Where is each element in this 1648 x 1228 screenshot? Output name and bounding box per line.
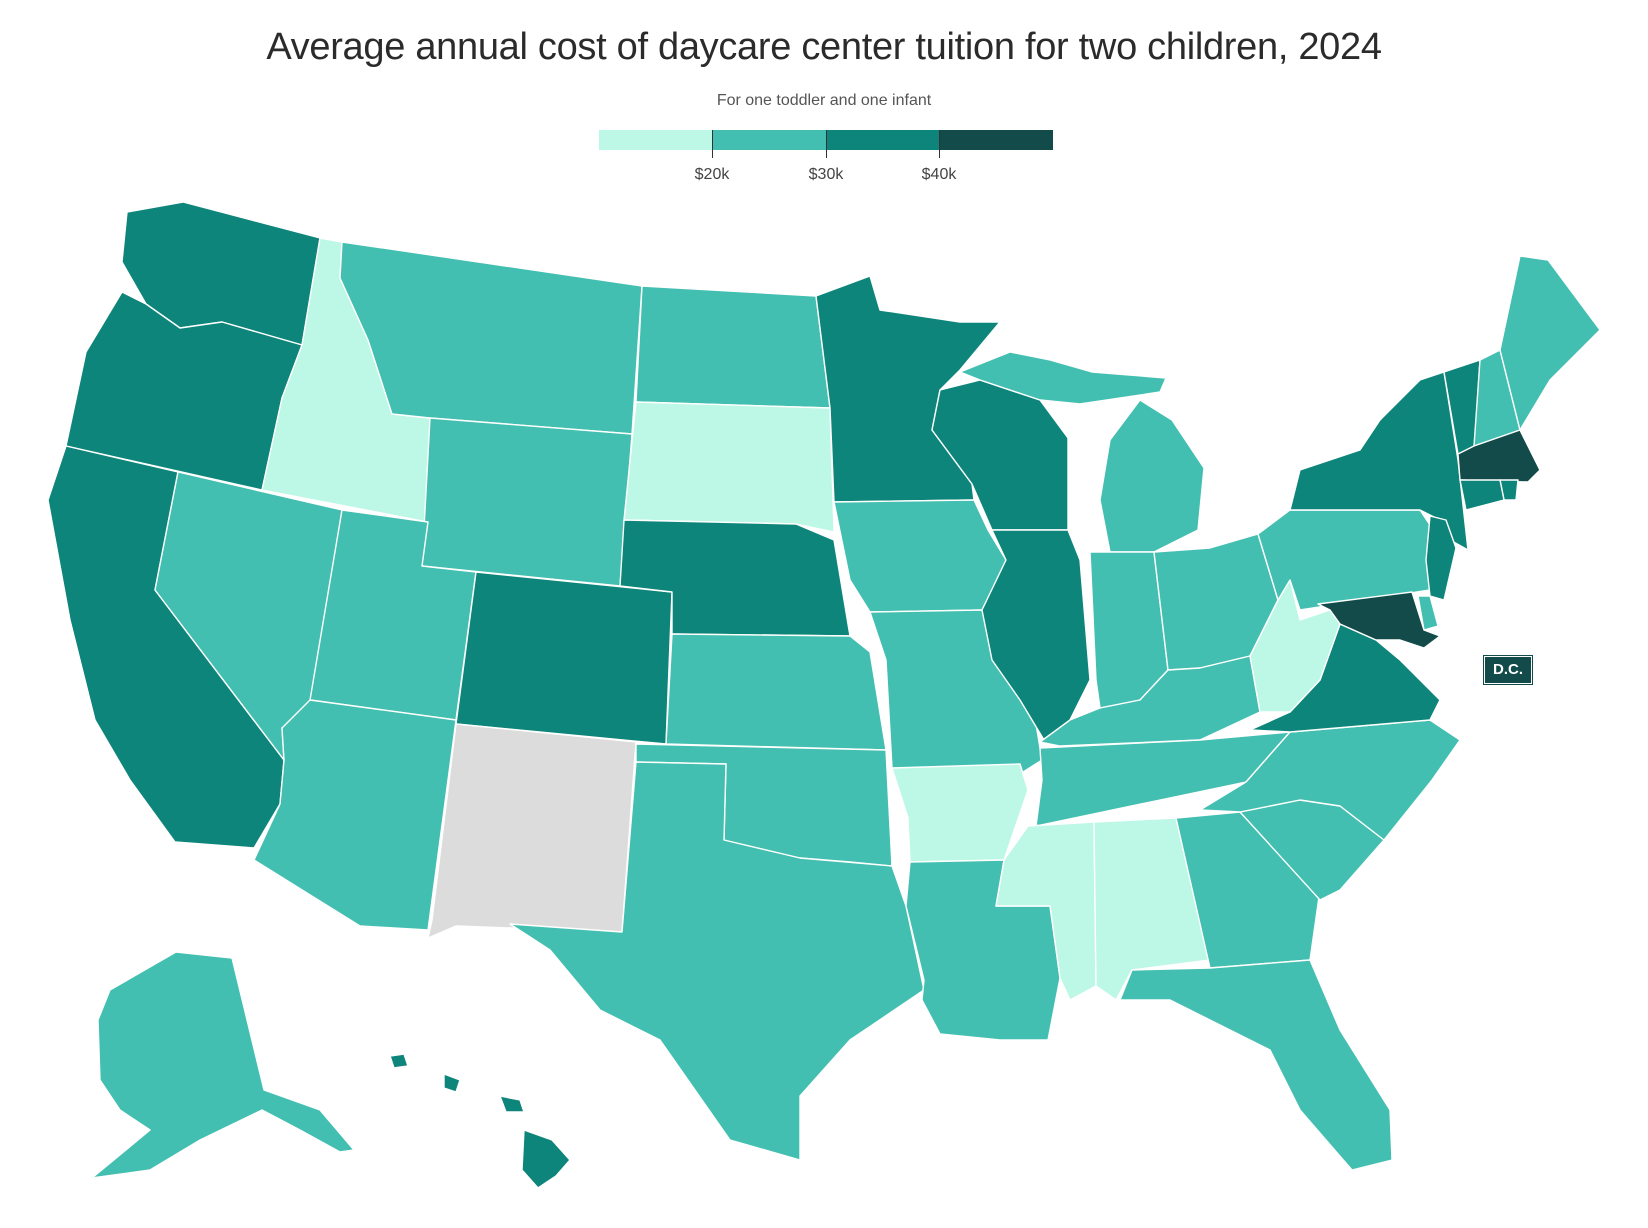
state-wyoming[interactable] bbox=[421, 417, 633, 587]
state-hawaii-oahu[interactable] bbox=[443, 1073, 461, 1093]
state-north-dakota[interactable] bbox=[635, 285, 831, 409]
state-maryland[interactable] bbox=[1317, 591, 1441, 649]
dc-label: D.C. bbox=[1484, 656, 1532, 684]
state-alaska[interactable] bbox=[91, 951, 355, 1179]
state-north-carolina[interactable] bbox=[1199, 719, 1461, 841]
color-legend: $20k $30k $40k bbox=[599, 130, 1053, 183]
legend-label-20k: $20k bbox=[694, 166, 730, 183]
state-hawaii-maui[interactable] bbox=[499, 1095, 525, 1113]
state-arizona[interactable] bbox=[253, 699, 457, 931]
legend-label-30k: $30k bbox=[808, 166, 844, 183]
state-hawaii-kauai[interactable] bbox=[389, 1053, 409, 1069]
state-new-jersey[interactable] bbox=[1425, 515, 1457, 601]
legend-bin-3 bbox=[826, 130, 940, 150]
state-maine[interactable] bbox=[1499, 255, 1601, 431]
state-connecticut[interactable] bbox=[1459, 479, 1505, 511]
state-iowa[interactable] bbox=[833, 499, 1007, 613]
legend-bin-1 bbox=[599, 130, 713, 150]
state-georgia[interactable] bbox=[1175, 811, 1321, 969]
state-michigan-upper[interactable] bbox=[959, 351, 1167, 405]
legend-bin-2 bbox=[712, 130, 826, 150]
legend-tick-40k bbox=[939, 130, 940, 158]
legend-label-40k: $40k bbox=[921, 166, 957, 183]
state-south-dakota[interactable] bbox=[623, 401, 835, 533]
legend-bin-4 bbox=[939, 130, 1053, 150]
legend-tick-30k bbox=[826, 130, 827, 158]
state-florida[interactable] bbox=[1119, 959, 1393, 1171]
state-delaware[interactable] bbox=[1417, 595, 1439, 631]
state-michigan[interactable] bbox=[1099, 399, 1205, 553]
state-texas[interactable] bbox=[509, 761, 925, 1161]
legend-title: For one toddler and one infant bbox=[716, 92, 932, 109]
state-arkansas[interactable] bbox=[891, 763, 1029, 863]
state-colorado[interactable] bbox=[455, 571, 673, 745]
chart-title: Average annual cost of daycare center tu… bbox=[266, 26, 1382, 68]
legend-tick-20k bbox=[712, 130, 713, 158]
state-hawaii-big-island[interactable] bbox=[521, 1129, 571, 1189]
state-tennessee[interactable] bbox=[1035, 731, 1291, 827]
state-kansas[interactable] bbox=[665, 633, 887, 751]
state-new-mexico[interactable] bbox=[427, 723, 637, 939]
